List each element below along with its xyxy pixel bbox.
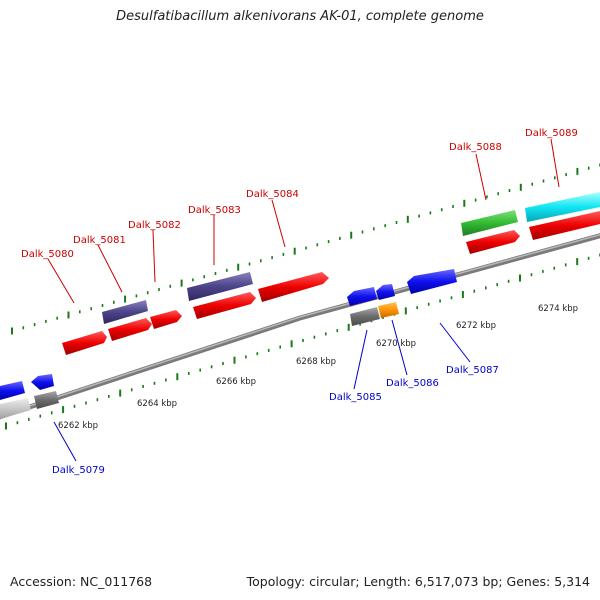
gene-blue-left[interactable] — [0, 381, 25, 400]
scale-label: 6264 kbp — [137, 399, 177, 409]
lower-genes — [0, 269, 457, 419]
label-dalk-5086[interactable]: Dalk_5086 — [386, 378, 439, 389]
bottom-callouts — [53, 319, 471, 462]
gene-dalk-5088[interactable] — [461, 210, 518, 236]
gene-dalk-5088-red[interactable] — [466, 230, 520, 254]
gene-dalk-5081-purple[interactable] — [102, 300, 148, 324]
genome-title: Desulfatibacillum alkenivorans AK-01, co… — [116, 9, 484, 24]
gene-dalk-5079[interactable] — [34, 391, 59, 409]
scale-label: 6262 kbp — [58, 421, 98, 431]
scale-label: 6266 kbp — [216, 377, 256, 387]
label-dalk-5081[interactable]: Dalk_5081 — [73, 235, 126, 246]
label-dalk-5085[interactable]: Dalk_5085 — [329, 392, 382, 403]
gene-dalk-5086-blue[interactable] — [376, 284, 395, 300]
label-dalk-5082[interactable]: Dalk_5082 — [128, 220, 181, 231]
genome-backbone — [0, 233, 600, 420]
accession-text: Accession: NC_011768 — [10, 574, 153, 589]
label-dalk-5080[interactable]: Dalk_5080 — [21, 249, 74, 260]
gene-dalk-5089-red[interactable] — [529, 211, 600, 240]
gene-dalk-5084-red[interactable] — [193, 292, 256, 319]
label-dalk-5079[interactable]: Dalk_5079 — [52, 465, 105, 476]
gene-blue-small-left[interactable] — [31, 374, 54, 390]
scale-labels: 6262 kbp 6264 kbp 6266 kbp 6268 kbp 6270 kbp… — [58, 304, 578, 431]
scale-label: 6268 kbp — [296, 357, 336, 367]
gene-dalk-5080[interactable] — [62, 331, 107, 355]
gene-dalk-5082[interactable] — [150, 310, 182, 329]
gene-dalk-5084[interactable] — [258, 272, 329, 302]
scale-label: 6272 kbp — [456, 321, 496, 331]
label-dalk-5083[interactable]: Dalk_5083 — [188, 205, 241, 216]
label-dalk-5087[interactable]: Dalk_5087 — [446, 365, 499, 376]
gene-dalk-5085-blue[interactable] — [347, 287, 377, 306]
top-callouts — [47, 138, 560, 304]
gene-lightgray-left[interactable] — [0, 398, 31, 419]
scale-label: 6274 kbp — [538, 304, 578, 314]
gene-dalk-5086[interactable] — [378, 302, 399, 318]
label-dalk-5088[interactable]: Dalk_5088 — [449, 142, 502, 153]
upper-genes — [62, 192, 600, 355]
lower-tick-track — [5, 253, 600, 430]
gene-dalk-5089[interactable] — [525, 192, 600, 222]
gene-dalk-5087[interactable] — [407, 269, 457, 294]
gene-dalk-5083[interactable] — [187, 272, 253, 301]
genome-summary-text: Topology: circular; Length: 6,517,073 bp… — [246, 574, 590, 589]
upper-tick-track — [11, 163, 600, 335]
label-dalk-5089[interactable]: Dalk_5089 — [525, 128, 578, 139]
genome-backbone-highlight — [0, 233, 600, 417]
gene-dalk-5081[interactable] — [108, 318, 152, 341]
label-dalk-5084[interactable]: Dalk_5084 — [246, 189, 299, 200]
gene-dalk-5085[interactable] — [350, 307, 380, 326]
scale-label: 6270 kbp — [376, 339, 416, 349]
